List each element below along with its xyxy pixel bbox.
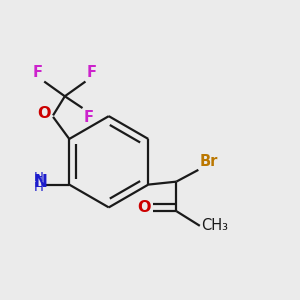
Text: O: O bbox=[137, 200, 151, 215]
Text: N: N bbox=[33, 173, 47, 191]
Text: F: F bbox=[33, 65, 43, 80]
Text: O: O bbox=[37, 106, 51, 122]
Text: F: F bbox=[87, 65, 97, 80]
Text: CH₃: CH₃ bbox=[202, 218, 229, 233]
Text: H: H bbox=[34, 181, 43, 194]
Text: H: H bbox=[34, 171, 43, 184]
Text: F: F bbox=[84, 110, 94, 124]
Text: Br: Br bbox=[200, 154, 218, 169]
